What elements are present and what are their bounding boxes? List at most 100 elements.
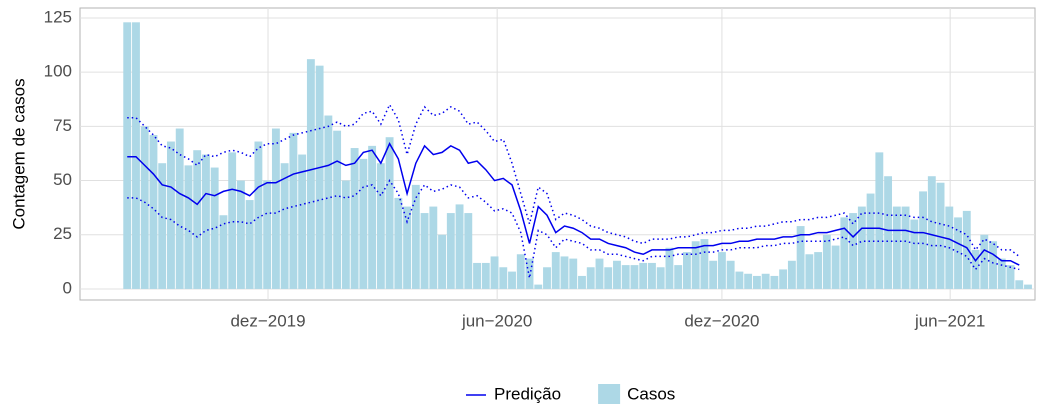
bar — [429, 206, 438, 289]
y-axis-title: Contagem de casos — [9, 78, 28, 229]
legend-label: Casos — [627, 384, 675, 403]
bar — [167, 141, 175, 289]
bar — [1006, 265, 1015, 289]
bar — [236, 180, 245, 289]
bar — [709, 260, 718, 289]
x-tick-label: jun−2020 — [461, 311, 532, 330]
bar — [280, 163, 289, 289]
bar — [324, 115, 333, 289]
bar — [630, 265, 639, 289]
bar — [796, 226, 805, 289]
bar — [578, 275, 586, 289]
bar — [674, 265, 683, 289]
bar — [997, 258, 1006, 289]
y-tick-label: 50 — [53, 170, 72, 189]
bar — [132, 22, 140, 289]
bar — [787, 260, 796, 289]
bar — [814, 252, 823, 289]
bar — [219, 215, 228, 289]
x-tick-label: dez−2019 — [230, 311, 305, 330]
bar — [840, 217, 849, 289]
bar — [682, 252, 691, 289]
bar — [752, 275, 761, 289]
bar — [551, 252, 560, 289]
bar — [140, 126, 149, 289]
bar — [613, 260, 621, 289]
bar — [648, 262, 656, 289]
bar — [665, 247, 674, 289]
bar — [761, 273, 770, 289]
bar — [473, 262, 481, 289]
bar — [403, 206, 412, 289]
bar — [525, 258, 534, 289]
bar — [936, 182, 945, 289]
bar — [927, 176, 936, 289]
x-tick-label: dez−2020 — [684, 311, 759, 330]
bar — [201, 154, 210, 289]
bar — [919, 191, 927, 289]
bar — [962, 210, 971, 289]
bar — [394, 197, 403, 289]
bar — [359, 158, 368, 289]
bar — [595, 258, 604, 289]
bar — [831, 245, 840, 289]
bar — [1015, 280, 1024, 289]
bar — [779, 269, 788, 289]
bar — [744, 273, 753, 289]
bar — [368, 145, 377, 289]
bar — [805, 254, 814, 289]
bar — [289, 132, 298, 289]
bar — [420, 213, 429, 289]
bar — [1024, 284, 1032, 289]
bar — [464, 213, 473, 289]
bar — [490, 256, 499, 289]
bar — [717, 252, 726, 289]
bar — [989, 241, 997, 289]
legend-swatch — [598, 384, 621, 406]
bar — [656, 267, 665, 289]
bar — [726, 260, 735, 289]
bar — [516, 254, 525, 289]
bar — [315, 65, 324, 289]
bar — [298, 154, 307, 289]
y-tick-label: 0 — [63, 278, 72, 297]
bar — [884, 176, 893, 289]
x-tick-label: jun−2021 — [914, 311, 985, 330]
bar — [980, 234, 989, 289]
bar — [508, 271, 516, 289]
bar — [350, 148, 359, 289]
bar — [254, 141, 263, 289]
bar — [621, 265, 630, 289]
y-tick-label: 75 — [53, 116, 72, 135]
bar — [822, 234, 831, 289]
bar — [735, 271, 744, 289]
bar — [271, 128, 280, 289]
bar — [586, 267, 595, 289]
bar — [385, 137, 394, 289]
bar — [700, 239, 709, 289]
bar — [210, 167, 219, 289]
bar — [866, 193, 875, 289]
bar — [446, 213, 455, 289]
bar — [149, 135, 158, 289]
bar — [875, 152, 884, 289]
bar — [954, 217, 962, 289]
bar — [691, 241, 700, 289]
bar — [892, 206, 901, 289]
bar — [228, 152, 237, 289]
bar — [534, 284, 543, 289]
bar — [569, 258, 578, 289]
bar — [604, 267, 613, 289]
bar — [438, 234, 446, 289]
bar — [560, 256, 569, 289]
bar — [245, 200, 254, 289]
bar — [123, 22, 132, 289]
bar — [910, 219, 919, 289]
bar — [306, 59, 315, 289]
bar — [376, 163, 385, 289]
bar — [849, 213, 858, 289]
bar — [341, 180, 350, 289]
bar — [543, 267, 551, 289]
bar — [263, 180, 272, 289]
bar — [175, 128, 184, 289]
